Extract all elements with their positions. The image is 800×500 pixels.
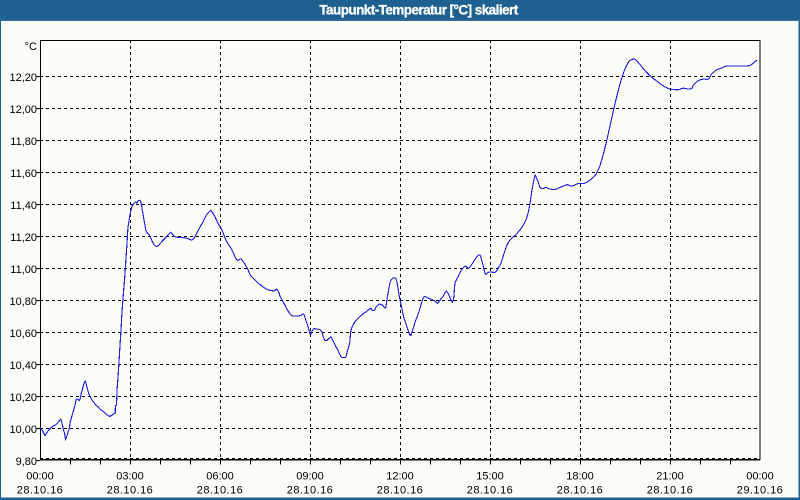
svg-text:00:00: 00:00 xyxy=(26,471,54,483)
svg-text:28.10.16: 28.10.16 xyxy=(377,485,423,497)
svg-text:10,80: 10,80 xyxy=(9,296,37,308)
svg-text:28.10.16: 28.10.16 xyxy=(467,485,513,497)
svg-text:11,20: 11,20 xyxy=(10,232,37,244)
svg-text:28.10.16: 28.10.16 xyxy=(647,485,693,497)
svg-text:11,60: 11,60 xyxy=(10,168,37,180)
svg-text:15:00: 15:00 xyxy=(476,471,504,483)
svg-text:28.10.16: 28.10.16 xyxy=(287,485,333,497)
svg-text:10,20: 10,20 xyxy=(9,392,37,404)
svg-text:28.10.16: 28.10.16 xyxy=(107,485,153,497)
svg-text:21:00: 21:00 xyxy=(656,471,684,483)
svg-text:9,80: 9,80 xyxy=(16,456,37,468)
svg-text:10,00: 10,00 xyxy=(9,424,37,436)
svg-text:18:00: 18:00 xyxy=(566,471,594,483)
svg-text:11,00: 11,00 xyxy=(10,264,37,276)
svg-text:12,20: 12,20 xyxy=(9,72,37,84)
svg-text:03:00: 03:00 xyxy=(116,471,144,483)
svg-text:11,40: 11,40 xyxy=(10,200,37,212)
svg-text:12:00: 12:00 xyxy=(386,471,414,483)
svg-text:12,00: 12,00 xyxy=(9,104,37,116)
svg-text:10,40: 10,40 xyxy=(9,360,37,372)
svg-text:06:00: 06:00 xyxy=(206,471,234,483)
svg-text:28.10.16: 28.10.16 xyxy=(557,485,603,497)
svg-text:11,80: 11,80 xyxy=(10,136,37,148)
svg-text:Taupunkt-Temperatur [°C] skali: Taupunkt-Temperatur [°C] skaliert xyxy=(319,3,518,18)
svg-text:28.10.16: 28.10.16 xyxy=(17,485,63,497)
svg-text:09:00: 09:00 xyxy=(296,471,324,483)
svg-text:00:00: 00:00 xyxy=(746,471,774,483)
svg-text:°C: °C xyxy=(25,41,37,53)
svg-text:10,60: 10,60 xyxy=(9,328,37,340)
svg-text:28.10.16: 28.10.16 xyxy=(197,485,243,497)
svg-text:29.10.16: 29.10.16 xyxy=(737,485,783,497)
